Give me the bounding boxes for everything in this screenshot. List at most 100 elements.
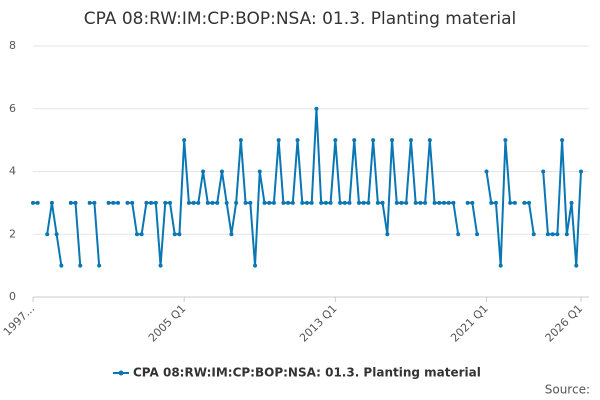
point — [300, 200, 305, 205]
point — [390, 138, 395, 143]
y-tick-label: 6 — [9, 102, 16, 115]
point — [243, 200, 248, 205]
point — [54, 232, 59, 237]
point — [59, 263, 64, 268]
series-line — [33, 108, 582, 266]
point — [408, 138, 413, 143]
point — [177, 232, 182, 237]
point — [356, 200, 361, 205]
point — [196, 200, 201, 205]
point — [550, 232, 555, 237]
point — [130, 200, 135, 205]
point — [267, 200, 272, 205]
point — [139, 232, 144, 237]
point — [149, 200, 154, 205]
point — [564, 232, 569, 237]
point — [522, 200, 527, 205]
point — [323, 200, 328, 205]
point — [423, 200, 428, 205]
point — [451, 200, 456, 205]
point — [432, 200, 437, 205]
y-tick-label: 0 — [9, 290, 16, 303]
point — [73, 200, 78, 205]
point — [253, 263, 258, 268]
x-tick-label: 2026 Q1 — [543, 302, 586, 345]
point — [531, 232, 536, 237]
x-tick-label: 2005 Q1 — [146, 302, 189, 345]
point — [442, 200, 446, 205]
point — [427, 138, 432, 143]
point — [234, 200, 239, 205]
point — [319, 200, 324, 205]
point — [385, 232, 390, 237]
point — [418, 200, 423, 205]
point — [493, 200, 498, 205]
point — [333, 138, 338, 143]
point — [366, 200, 371, 205]
point — [186, 200, 191, 205]
point — [68, 200, 73, 205]
point — [574, 263, 579, 268]
point — [219, 169, 224, 174]
point — [106, 200, 111, 205]
point — [87, 200, 92, 205]
point — [182, 138, 187, 143]
point — [45, 232, 50, 237]
point — [314, 106, 319, 111]
point — [163, 200, 168, 205]
point — [399, 200, 404, 205]
point — [342, 200, 347, 205]
point — [446, 200, 451, 205]
point — [286, 200, 291, 205]
point — [456, 232, 461, 237]
y-tick-label: 2 — [9, 227, 16, 240]
point — [172, 232, 177, 237]
point — [569, 200, 574, 205]
point — [144, 200, 149, 205]
point — [111, 200, 116, 205]
point — [205, 200, 210, 205]
point — [49, 200, 54, 205]
point — [498, 263, 503, 268]
point — [371, 138, 376, 143]
point — [404, 200, 409, 205]
point — [257, 169, 262, 174]
point — [394, 200, 399, 205]
point — [248, 200, 253, 205]
point — [305, 200, 309, 205]
point — [541, 169, 546, 174]
point — [475, 232, 480, 237]
point — [276, 138, 281, 143]
point — [309, 200, 314, 205]
point — [134, 232, 139, 237]
point — [352, 138, 357, 143]
point — [201, 169, 206, 174]
x-tick-label: 1997... — [1, 302, 37, 338]
point — [579, 169, 583, 174]
point — [375, 200, 380, 205]
point — [290, 200, 295, 205]
point — [470, 200, 475, 205]
point — [224, 200, 229, 205]
point — [489, 200, 494, 205]
point — [191, 200, 196, 205]
point — [229, 232, 234, 237]
point — [413, 200, 418, 205]
point — [31, 200, 35, 205]
point — [78, 263, 83, 268]
point — [168, 200, 172, 205]
point — [215, 200, 220, 205]
point — [347, 200, 352, 205]
point — [437, 200, 442, 205]
point — [484, 169, 489, 174]
point — [271, 200, 276, 205]
legend-symbol-dot — [118, 370, 124, 376]
point — [97, 263, 102, 268]
x-tick-label: 2013 Q1 — [297, 302, 340, 345]
chart-title: CPA 08:RW:IM:CP:BOP:NSA: 01.3. Planting … — [84, 9, 517, 29]
point — [508, 200, 513, 205]
point — [158, 263, 163, 268]
point — [527, 200, 532, 205]
point — [210, 200, 215, 205]
